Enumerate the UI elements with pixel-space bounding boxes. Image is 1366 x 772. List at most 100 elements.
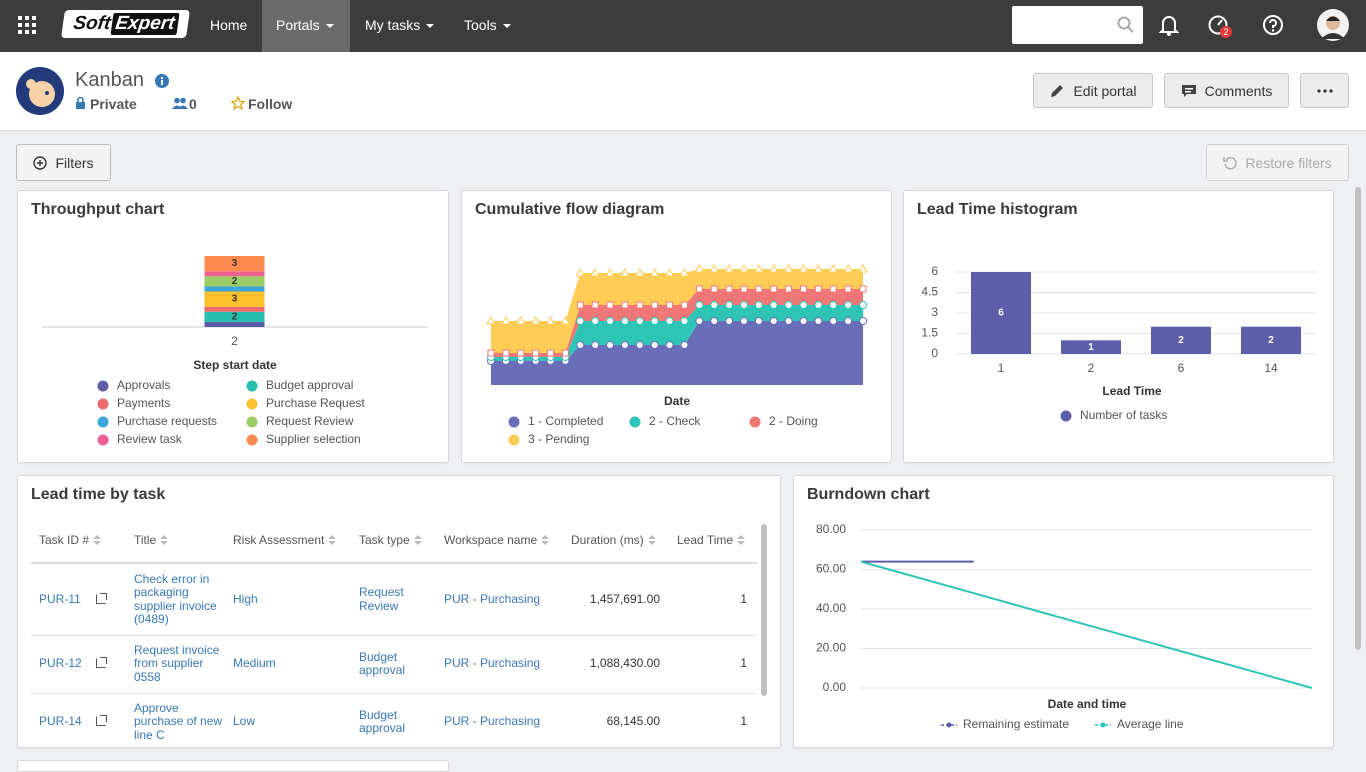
sort-icon[interactable] — [737, 535, 745, 545]
cell-text: 1,457,691.00 — [590, 593, 660, 607]
user-avatar[interactable] — [1317, 9, 1349, 41]
marker — [740, 302, 747, 309]
logo[interactable]: SoftExpert — [61, 10, 190, 38]
marker — [711, 286, 717, 292]
legend-swatch — [98, 399, 109, 410]
column-header[interactable]: Workspace name — [444, 530, 549, 550]
marker — [592, 302, 598, 308]
page-scrollbar[interactable] — [1355, 187, 1361, 650]
comments-button[interactable]: Comments — [1164, 73, 1289, 108]
cell-link[interactable]: Request invoice from supplier 0558 — [134, 644, 226, 685]
marker — [607, 302, 613, 308]
column-header[interactable]: Duration (ms) — [571, 530, 656, 550]
more-button[interactable] — [1300, 73, 1349, 108]
marker — [666, 269, 674, 276]
marker — [577, 342, 584, 349]
table-cell: PUR - Purchasing — [444, 635, 569, 693]
marker — [770, 265, 778, 272]
table-cell: 68,145.00 — [571, 693, 660, 748]
y-tick-label: 3 — [931, 305, 938, 319]
cell-link[interactable]: PUR-11 — [39, 593, 81, 607]
cell-link[interactable]: Approve purchase of new line C — [134, 702, 226, 743]
star-icon[interactable] — [231, 96, 245, 110]
bell-icon[interactable] — [1158, 14, 1180, 36]
marker — [636, 318, 643, 325]
marker — [577, 302, 583, 308]
nav-item[interactable]: Portals — [262, 0, 350, 52]
marker — [755, 265, 763, 272]
sort-icon[interactable] — [541, 535, 549, 545]
column-header[interactable]: Risk Assessment — [233, 530, 336, 550]
marker — [666, 318, 673, 325]
nav-item[interactable]: My tasks — [351, 0, 448, 52]
column-header[interactable]: Task ID # — [39, 530, 101, 550]
cell-link[interactable]: PUR-14 — [39, 715, 82, 729]
sort-icon[interactable] — [328, 535, 336, 545]
cell-link[interactable]: Budget approval — [359, 709, 431, 736]
data-label: 2 — [1178, 335, 1184, 346]
y-tick-label: 80.00 — [816, 522, 846, 536]
legend-label: Request Review — [266, 414, 354, 428]
cell-link[interactable]: Low — [233, 715, 255, 729]
restore-filters-button[interactable]: Restore filters — [1206, 144, 1349, 181]
legend-swatch — [630, 417, 641, 428]
nav-item[interactable]: Home — [196, 0, 261, 52]
sort-icon[interactable] — [414, 535, 422, 545]
filters-button[interactable]: Filters — [16, 144, 111, 181]
apps-icon[interactable] — [17, 15, 37, 35]
marker — [756, 286, 762, 292]
sort-icon[interactable] — [160, 535, 168, 545]
edit-portal-button[interactable]: Edit portal — [1033, 73, 1153, 108]
marker — [830, 302, 837, 309]
legend-label: Supplier selection — [266, 432, 361, 446]
legend-label: 2 - Doing — [769, 414, 818, 428]
cell-link[interactable]: Budget approval — [359, 651, 431, 678]
help-icon[interactable] — [1262, 14, 1284, 36]
bar — [205, 307, 265, 312]
column-header[interactable]: Lead Time — [677, 530, 745, 550]
marker — [592, 318, 599, 325]
members-count[interactable]: 0 — [189, 96, 197, 112]
pencil-icon — [1049, 83, 1065, 99]
sort-icon[interactable] — [648, 535, 656, 545]
dashboard-icon[interactable]: 2 — [1207, 13, 1235, 41]
marker — [830, 318, 837, 325]
cell-link[interactable]: High — [233, 593, 258, 607]
logo-right: Expert — [111, 13, 179, 35]
cell-link[interactable]: Request Review — [359, 586, 431, 613]
cell-link[interactable]: PUR - Purchasing — [444, 715, 540, 729]
legend-swatch — [509, 417, 520, 428]
search-box[interactable] — [1012, 6, 1143, 44]
marker — [681, 318, 688, 325]
legend-swatch — [947, 723, 952, 728]
marker — [845, 286, 851, 292]
nav-item[interactable]: Tools — [450, 0, 525, 52]
logo-left: Soft — [72, 13, 112, 35]
x-axis-label: Step start date — [193, 358, 277, 372]
cell-link[interactable]: Check error in packaging supplier invoic… — [134, 573, 226, 627]
table-cell: Budget approval — [359, 635, 431, 693]
marker — [503, 350, 509, 356]
cell-link[interactable]: PUR - Purchasing — [444, 593, 540, 607]
legend-swatch — [98, 417, 109, 428]
cell-link[interactable]: Medium — [233, 657, 276, 671]
marker — [621, 318, 628, 325]
marker — [636, 269, 644, 276]
sort-icon[interactable] — [93, 535, 101, 545]
scrollbar[interactable] — [761, 524, 767, 696]
marker — [695, 265, 703, 272]
column-header[interactable]: Title — [134, 530, 168, 550]
follow[interactable]: Follow — [248, 96, 292, 112]
marker — [652, 302, 658, 308]
marker — [637, 302, 643, 308]
column-header[interactable]: Task type — [359, 530, 422, 550]
marker — [533, 350, 539, 356]
data-label: 2 — [1268, 335, 1274, 346]
table-cell: High — [233, 564, 333, 635]
info-icon[interactable] — [155, 74, 169, 88]
marker — [859, 265, 867, 272]
cell-link[interactable]: PUR-12 — [39, 657, 82, 671]
cell-link[interactable]: PUR - Purchasing — [444, 657, 540, 671]
marker — [800, 286, 806, 292]
